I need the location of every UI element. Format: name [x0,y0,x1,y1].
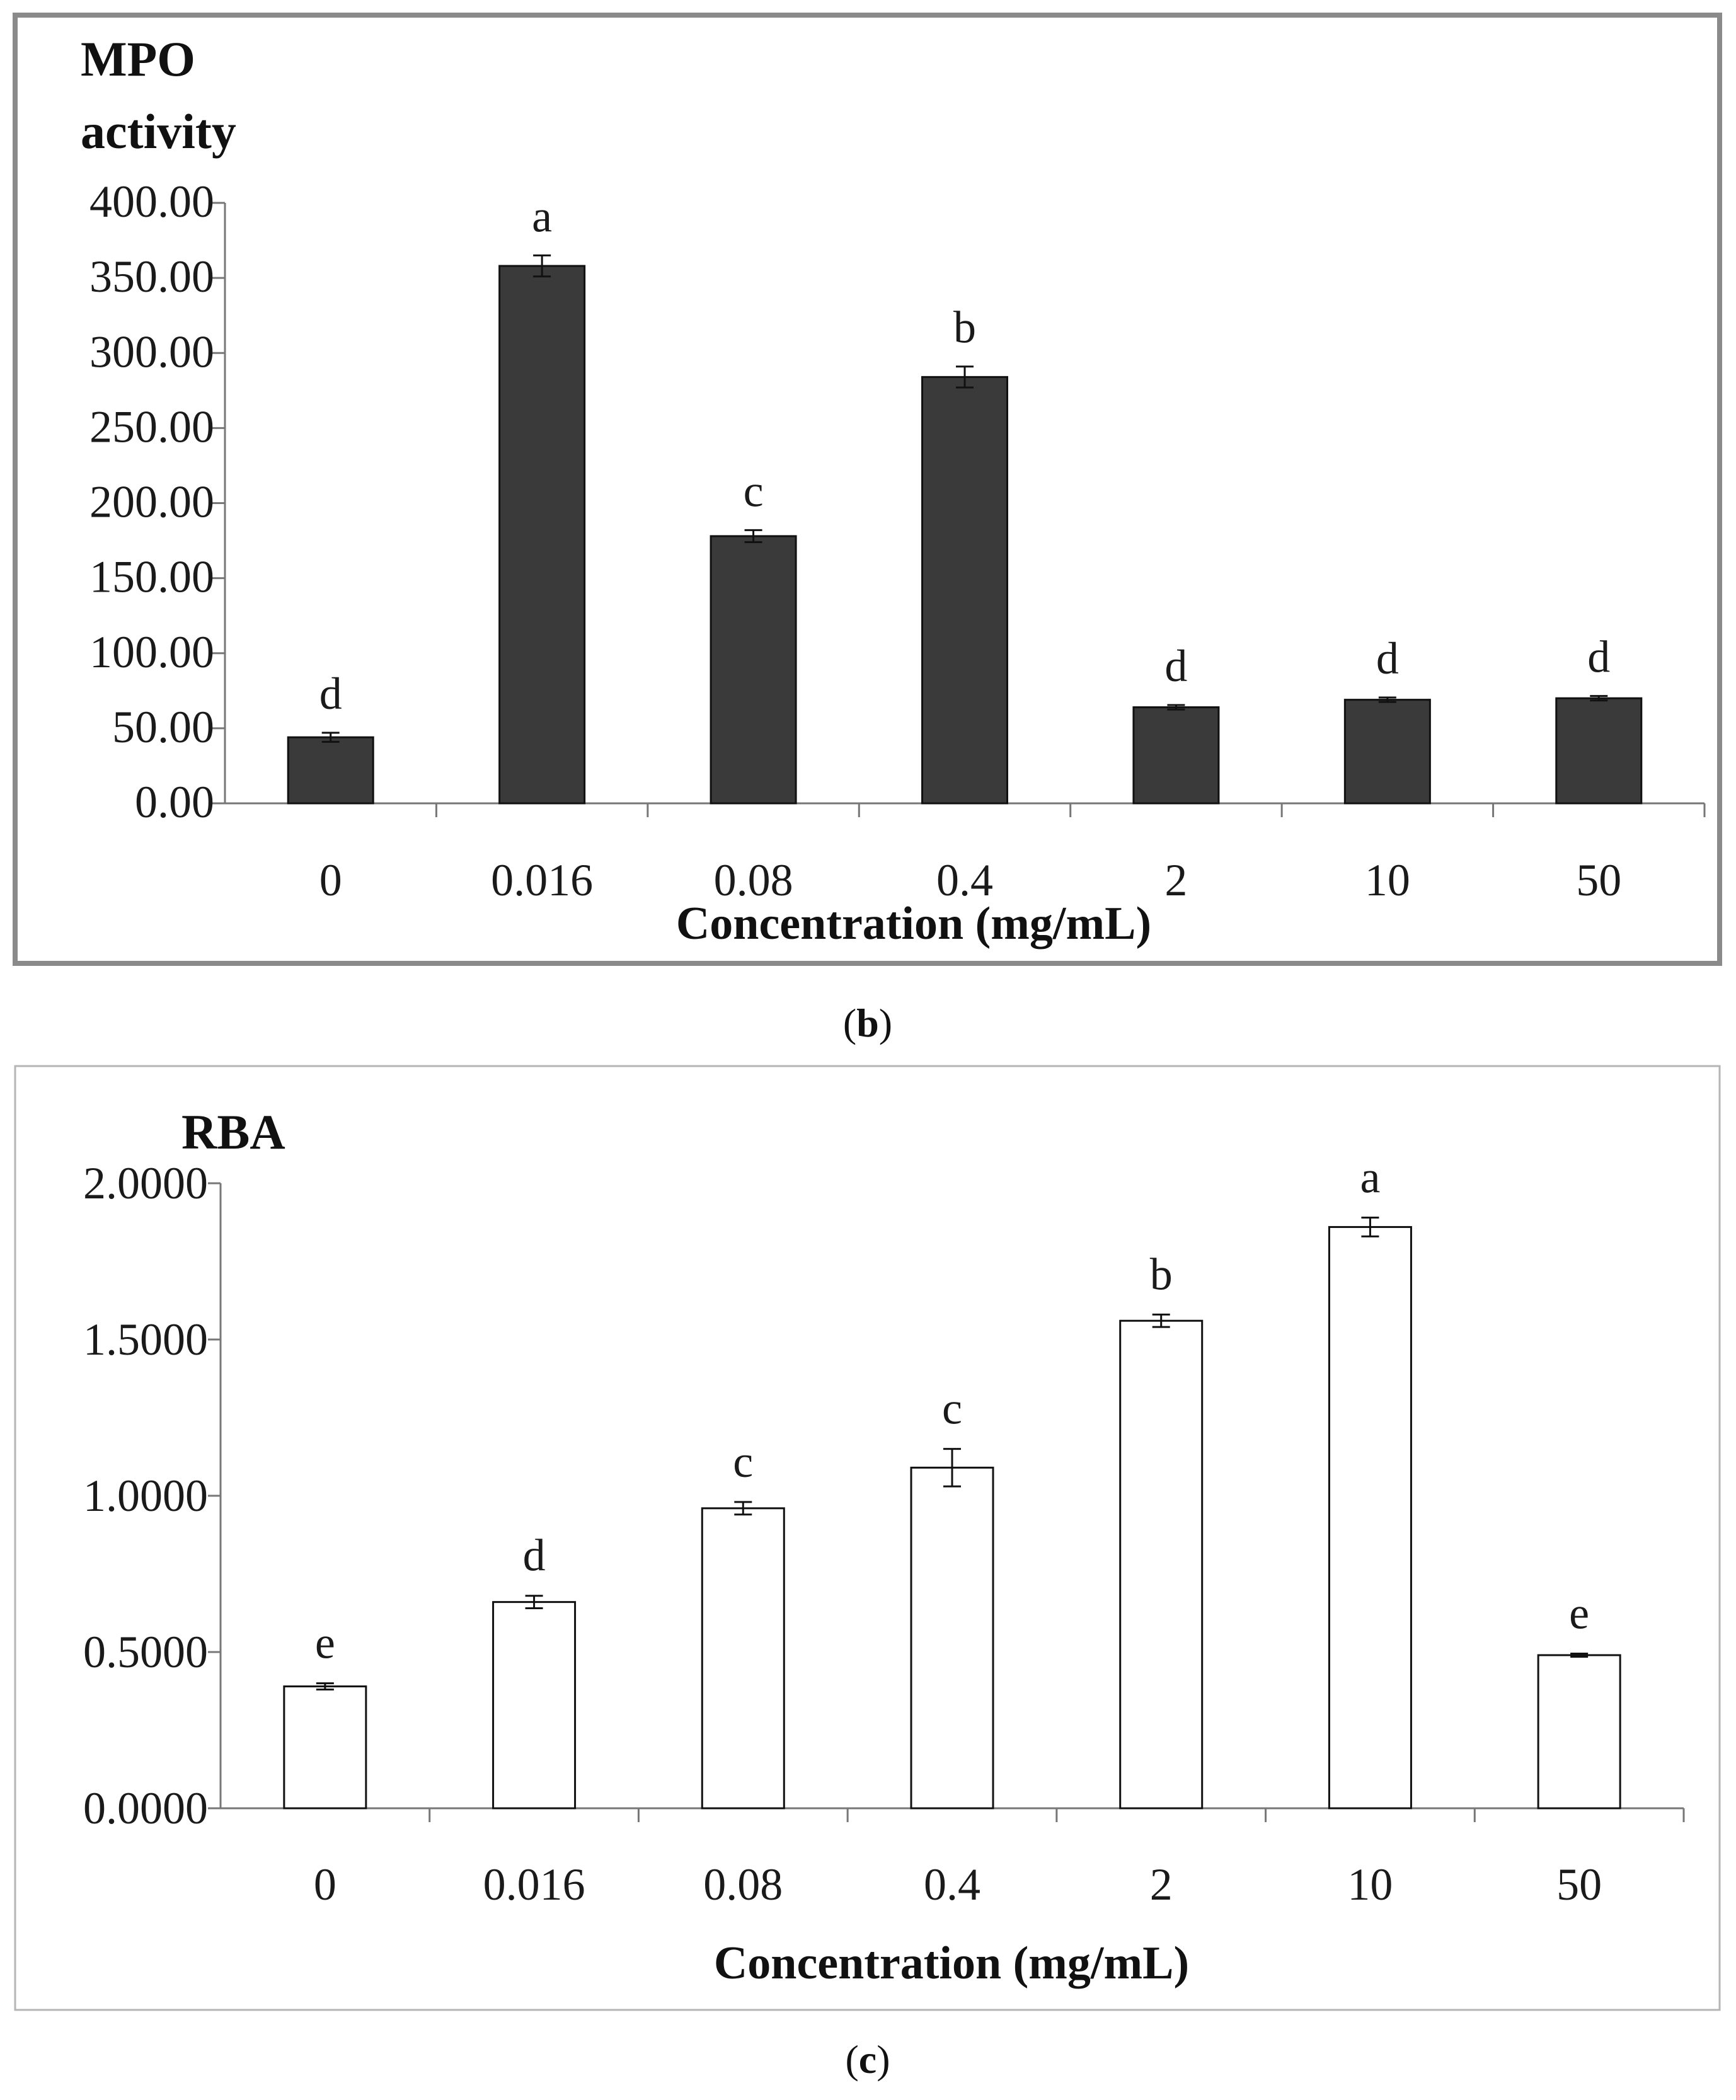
chart1-y-tick-label: 1.5000 [83,1314,208,1365]
chart0-significance-letter: d [319,668,342,719]
panel-c-frame [14,1065,1721,2011]
chart0-significance-letter: d [1376,633,1399,684]
chart1-bar [701,1507,785,1810]
chart0-y-tick-label: 0.00 [135,777,214,827]
chart0-category-label: 0.016 [491,855,593,905]
chart0-y-tick-label: 150.00 [89,552,214,602]
chart0-category-label: 50 [1576,855,1621,905]
panel-c-caption: (c) [845,2037,890,2082]
chart0-bar [921,376,1008,805]
chart0-y-tick-label: 250.00 [89,401,214,452]
chart0-category-label: 10 [1365,855,1410,905]
chart0-category-label: 0 [319,855,342,905]
chart0-y-tick-label: 50.00 [112,702,214,752]
chart1-y-tick-label: 1.0000 [83,1471,208,1521]
chart1-category-label: 0.08 [703,1859,783,1910]
panel-c-chart: RBA 0.0000 0.5000 1.0000 1.5000 2.0000 e 0 d 0.01… [83,1105,1685,1989]
chart1-category-label: 10 [1347,1859,1393,1910]
chart0-y-tick-label: 100.00 [89,627,214,677]
chart0-y-tick-label: 200.00 [89,477,214,527]
chart1-x-axis-label: Concentration (mg/mL) [714,1937,1189,1989]
chart0-y-tick-label: 400.00 [89,176,214,227]
chart1-bar [1119,1319,1204,1810]
chart1-significance-letter: b [1150,1249,1173,1299]
chart0-bar [498,265,586,805]
chart1-bar [1328,1225,1412,1810]
chart1-bar [1537,1654,1621,1810]
panel-b-frame [13,13,1722,966]
chart1-significance-letter: c [942,1384,962,1434]
panel-b-chart: MPOactivity0.0050.00100.00150.00200.0025… [81,32,1706,950]
chart1-y-tick-label: 0.0000 [83,1783,208,1833]
chart1-significance-letter: e [315,1618,335,1668]
chart0-category-label: 2 [1164,855,1187,905]
chart0-y-tick-label: 300.00 [89,326,214,377]
panel-b-caption: (b) [843,1001,892,1045]
chart1-bar [283,1685,367,1810]
chart0-title-line: MPO [81,32,195,86]
chart0-bar [1555,697,1643,805]
chart0-significance-letter: c [744,466,764,516]
chart1-category-label: 0.016 [483,1859,585,1910]
chart1-significance-letter: c [733,1437,753,1487]
chart1-bar [910,1466,994,1810]
chart0-bar [1132,706,1220,805]
chart0-significance-letter: a [532,191,552,241]
chart0-significance-letter: d [1587,632,1610,682]
chart0-category-label: 0.08 [714,855,793,905]
chart0-bar [710,535,797,805]
chart0-x-axis-label: Concentration (mg/mL) [676,898,1151,950]
chart0-category-label: 0.4 [936,855,993,905]
chart1-category-label: 50 [1556,1859,1602,1910]
chart1-bar [492,1601,577,1810]
chart1-category-label: 0.4 [924,1859,980,1910]
chart1-category-label: 2 [1150,1859,1173,1910]
chart1-title-line: RBA [181,1105,285,1159]
chart0-significance-letter: d [1164,641,1187,691]
chart1-category-label: 0 [314,1859,336,1910]
chart1-significance-letter: a [1360,1152,1380,1203]
chart1-significance-letter: d [523,1530,546,1581]
chart0-bar [1343,699,1431,805]
chart1-significance-letter: e [1569,1588,1589,1638]
chart1-y-tick-label: 0.5000 [83,1627,208,1677]
chart0-y-tick-label: 350.00 [89,251,214,302]
chart0-title-line: activity [81,104,236,159]
chart0-bar [287,736,374,805]
chart0-significance-letter: b [953,302,976,353]
chart1-y-tick-label: 2.0000 [83,1158,208,1208]
